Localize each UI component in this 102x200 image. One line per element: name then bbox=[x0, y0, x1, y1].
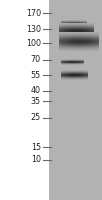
FancyBboxPatch shape bbox=[49, 0, 102, 200]
Text: 25: 25 bbox=[31, 114, 41, 122]
Text: 100: 100 bbox=[26, 38, 41, 47]
Text: 130: 130 bbox=[26, 24, 41, 33]
Text: 40: 40 bbox=[31, 86, 41, 95]
Text: 35: 35 bbox=[31, 97, 41, 106]
Text: 15: 15 bbox=[31, 142, 41, 152]
Text: 70: 70 bbox=[31, 55, 41, 64]
Text: 10: 10 bbox=[31, 156, 41, 164]
FancyBboxPatch shape bbox=[0, 0, 49, 200]
Text: 170: 170 bbox=[26, 8, 41, 18]
Text: 55: 55 bbox=[31, 71, 41, 79]
